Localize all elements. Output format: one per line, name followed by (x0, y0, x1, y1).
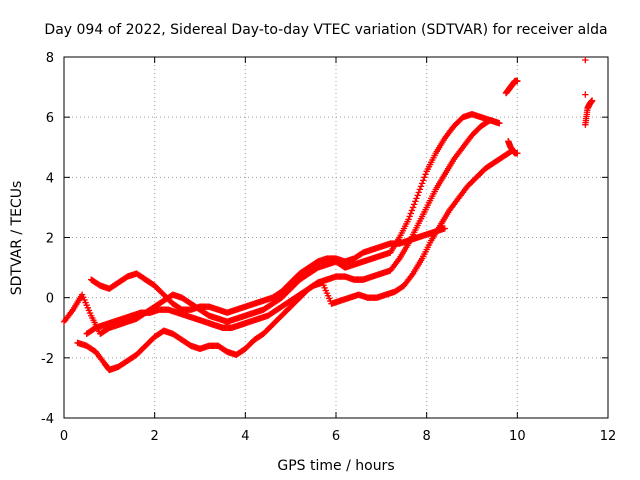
y-tick-label: 2 (46, 232, 54, 247)
x-tick-label: 12 (600, 429, 617, 444)
x-tick-label: 8 (423, 429, 431, 444)
data-point-interp (407, 210, 414, 217)
y-tick-label: 0 (46, 292, 54, 307)
chart-title: Day 094 of 2022, Sidereal Day-to-day VTE… (44, 22, 607, 38)
data-point-interp (408, 207, 416, 214)
x-tick-label: 2 (151, 429, 159, 444)
data-point (514, 150, 521, 157)
x-tick-label: 4 (241, 429, 249, 444)
data-point (582, 91, 589, 98)
tick-labels: 0 2 4 6 8 10 12 -4 -2 0 2 4 6 8 (41, 51, 616, 444)
y-tick-label: 4 (46, 171, 54, 186)
data-point (588, 97, 596, 104)
data-point-interp (413, 195, 420, 202)
series-track-4 (83, 147, 516, 337)
data-point-interp (411, 201, 418, 208)
series-track-5 (502, 77, 521, 157)
data-point (514, 77, 521, 85)
data-point-interp (416, 186, 424, 193)
data-point (496, 119, 503, 127)
data-point-interp (418, 180, 426, 187)
axis-ticks (63, 56, 609, 419)
y-tick-label: -4 (41, 412, 54, 427)
data-points (60, 56, 596, 374)
y-tick-label: 8 (46, 51, 54, 66)
x-tick-label: 10 (509, 429, 526, 444)
y-tick-label: 6 (46, 111, 54, 126)
data-point-interp (412, 198, 419, 205)
data-point (405, 216, 412, 223)
x-tick-label: 6 (332, 429, 340, 444)
data-point (441, 225, 448, 232)
data-point-interp (420, 177, 427, 184)
data-point-interp (417, 183, 425, 190)
data-point (582, 56, 589, 64)
data-point-interp (415, 189, 422, 196)
y-axis-label: SDTVAR / TECUs (9, 181, 25, 296)
data-point-interp (406, 213, 413, 220)
data-point-interp (421, 174, 428, 181)
series-track-6 (582, 56, 596, 128)
x-axis-label: GPS time / hours (277, 458, 394, 474)
data-point-interp (422, 171, 429, 178)
grid (64, 57, 608, 418)
x-tick-label: 0 (60, 429, 68, 444)
series-track-3 (74, 116, 503, 374)
y-tick-label: -2 (41, 352, 54, 367)
data-point-interp (409, 204, 417, 211)
data-point (414, 192, 421, 199)
